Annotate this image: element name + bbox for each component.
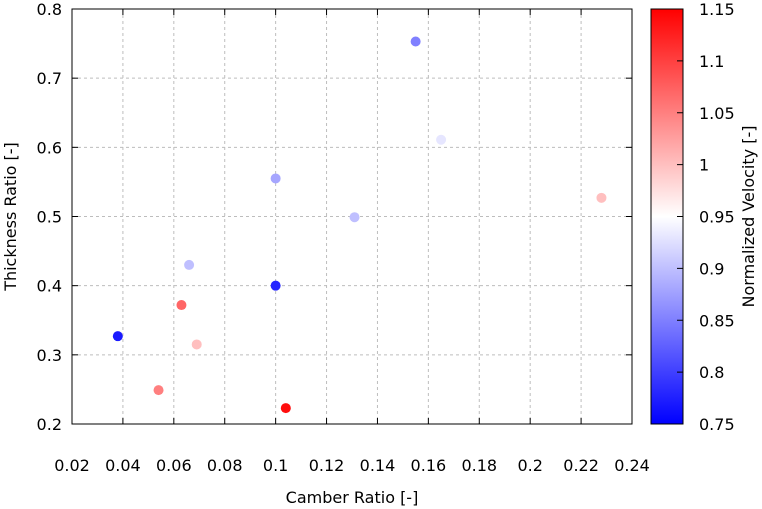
colorbar-title: Normalized Velocity [-]: [739, 126, 758, 308]
colorbar-tick-label: 1.05: [699, 104, 735, 123]
x-tick-label: 0.06: [156, 456, 192, 475]
plot-frame: [71, 8, 633, 425]
data-point: [112, 331, 123, 342]
data-point: [280, 403, 291, 414]
data-point: [184, 259, 195, 270]
x-tick-label: 0.22: [563, 456, 599, 475]
y-tick-label: 0.8: [37, 0, 62, 19]
y-axis-title: Thickness Ratio [-]: [1, 142, 20, 292]
colorbar-ticks: 0.75 0.8 0.85 0.9 0.95 1 1.05 1.1 1.15: [677, 0, 735, 434]
colorbar-tick-label: 1: [699, 156, 709, 175]
x-tick-label: 0.02: [54, 456, 90, 475]
colorbar-tick-label: 0.8: [699, 363, 724, 382]
x-tick-label: 0.24: [614, 456, 650, 475]
x-axis-title: Camber Ratio [-]: [286, 488, 419, 507]
data-point: [410, 36, 421, 47]
data-point: [349, 212, 360, 223]
y-tick-label: 0.4: [37, 277, 62, 296]
x-tick-label: 0.12: [309, 456, 345, 475]
data-point: [153, 385, 164, 396]
x-tick-label: 0.04: [105, 456, 141, 475]
colorbar-tick-label: 0.85: [699, 311, 735, 330]
colorbar-tick-label: 1.1: [699, 52, 724, 71]
y-tick-label: 0.6: [37, 138, 62, 157]
x-axis-ticks: 0.02 0.04 0.06 0.08 0.1 0.12 0.14 0.16 0.18 0.2 0.…: [54, 9, 650, 475]
x-tick-label: 0.1: [263, 456, 288, 475]
y-tick-label: 0.2: [37, 415, 62, 434]
data-point: [270, 280, 281, 291]
colorbar-tick-label: 0.75: [699, 415, 735, 434]
colorbar-tick-label: 0.9: [699, 259, 724, 278]
x-tick-label: 0.14: [360, 456, 396, 475]
y-axis-ticks: 0.2 0.3 0.4 0.5 0.6 0.7 0.8: [37, 0, 632, 434]
colorbar-tick-label: 1.15: [699, 0, 735, 19]
x-tick-label: 0.18: [461, 456, 497, 475]
y-tick-label: 0.5: [37, 208, 62, 227]
data-point: [436, 134, 447, 145]
data-points: [112, 36, 607, 414]
data-point: [270, 173, 281, 184]
x-tick-label: 0.08: [207, 456, 243, 475]
data-point: [596, 192, 607, 203]
x-tick-label: 0.2: [517, 456, 542, 475]
data-point: [191, 339, 202, 350]
y-tick-label: 0.7: [37, 69, 62, 88]
x-tick-label: 0.16: [411, 456, 447, 475]
data-point: [176, 300, 187, 311]
y-tick-label: 0.3: [37, 346, 62, 365]
colorbar-tick-label: 0.95: [699, 208, 735, 227]
